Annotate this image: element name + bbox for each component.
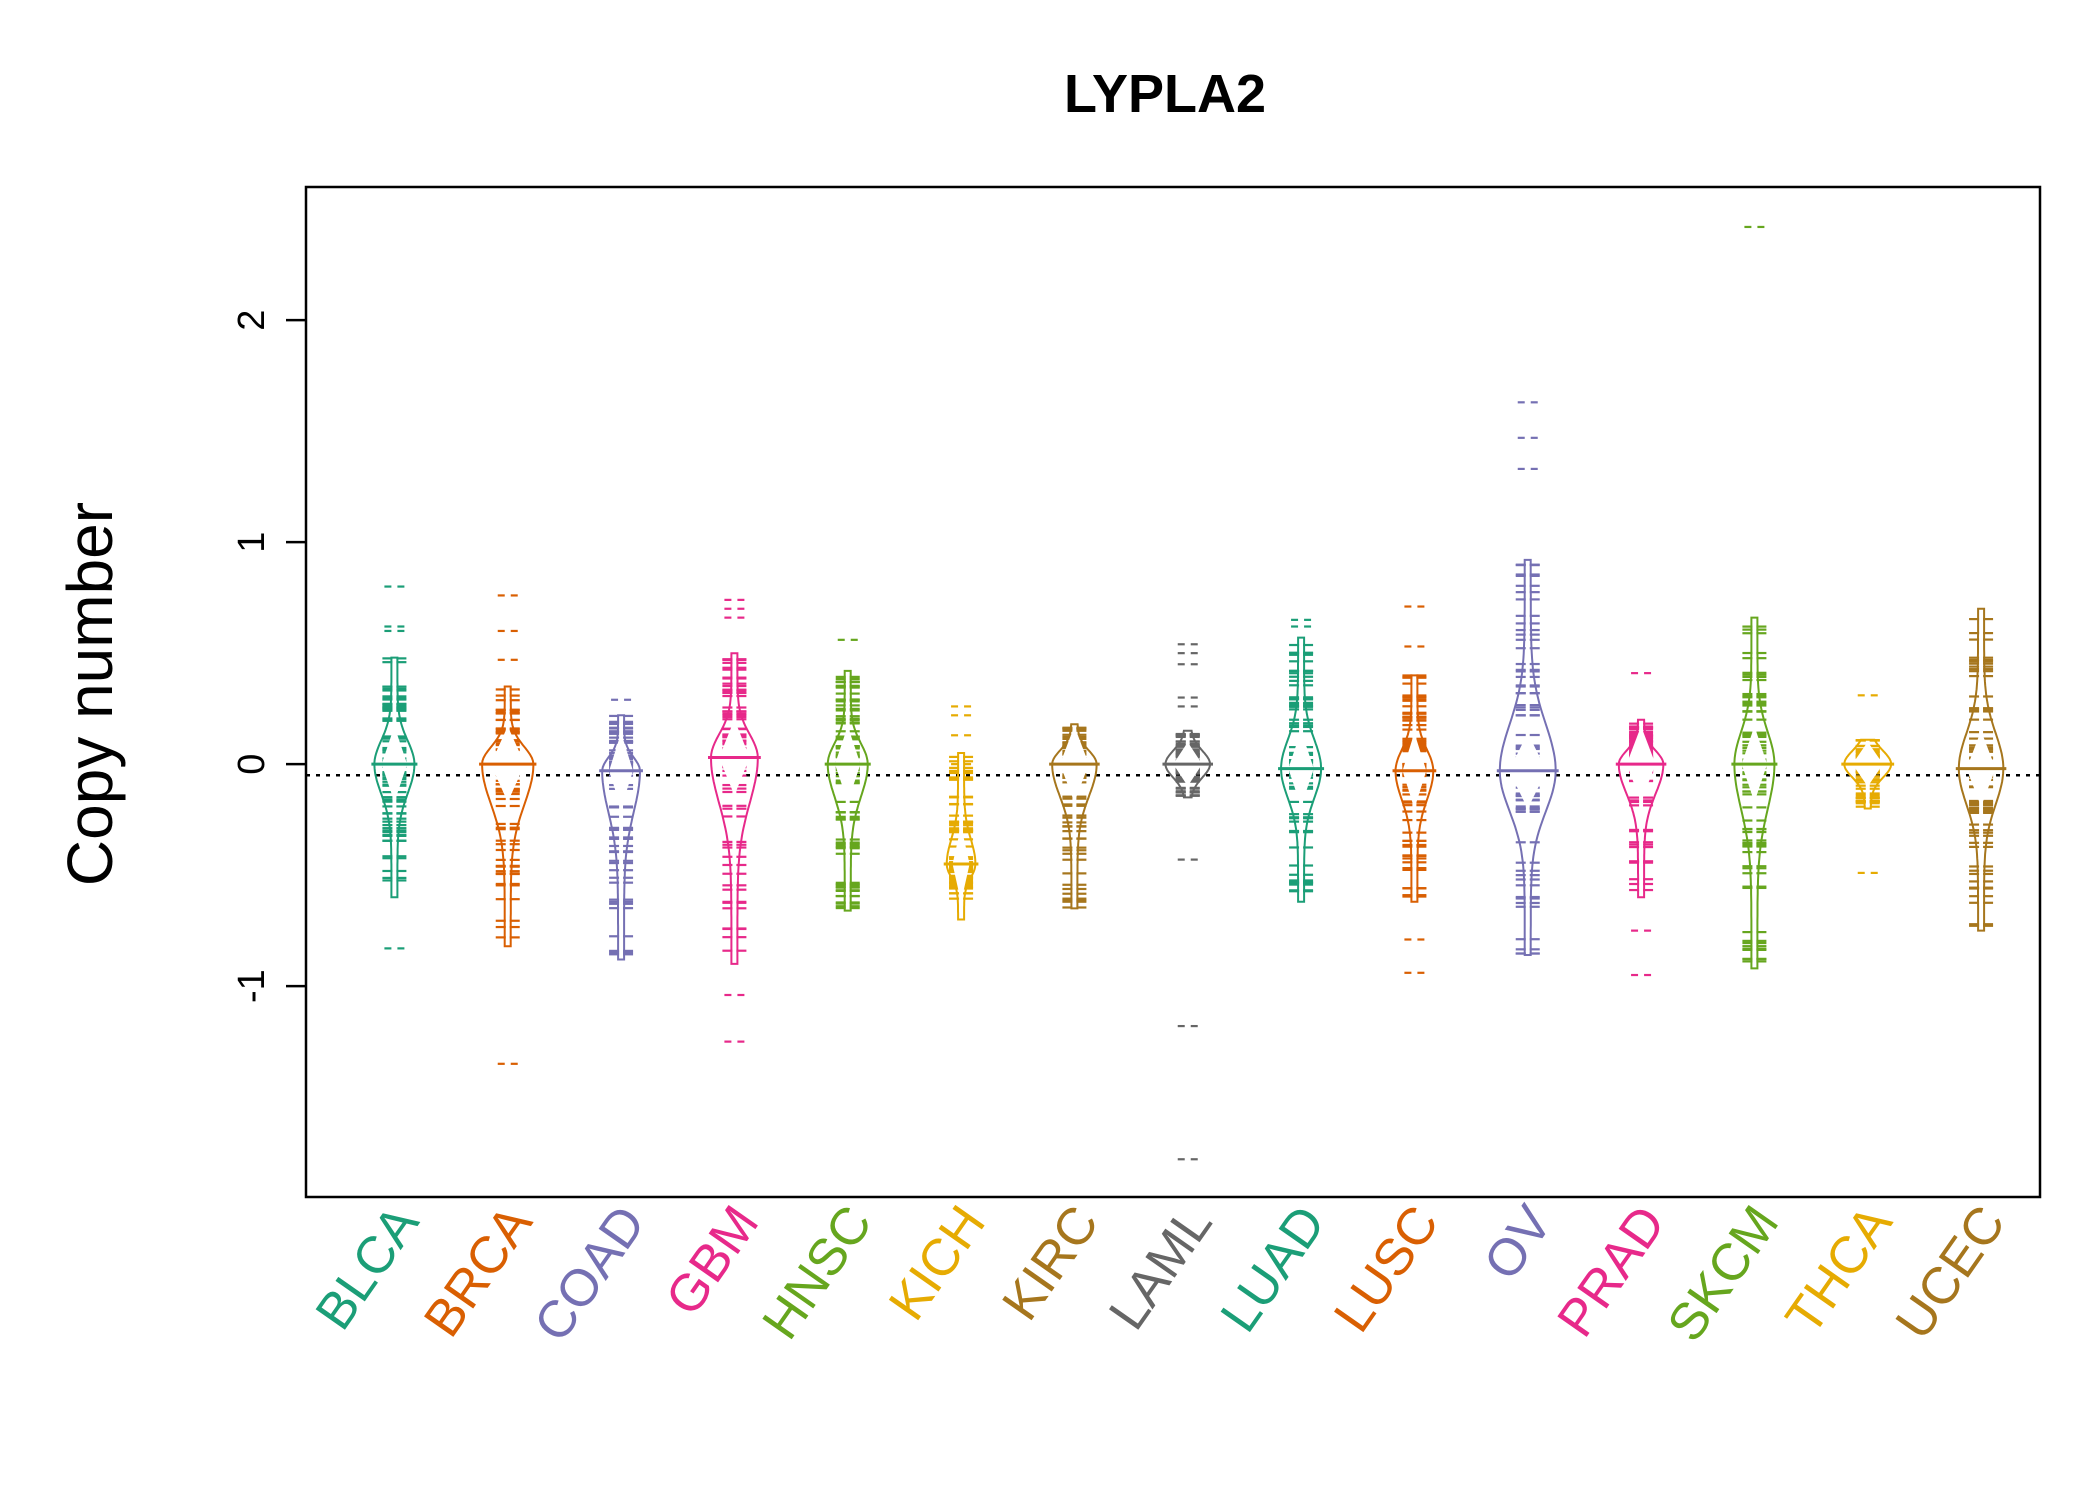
bean-blca [371, 585, 418, 950]
bean-ucec [1955, 607, 2007, 932]
bean-outline [481, 685, 535, 948]
bean-kich [943, 705, 979, 921]
y-tick-label: 2 [231, 310, 273, 331]
bean-coad [599, 698, 643, 961]
bean-outline [1394, 674, 1435, 903]
plot-layer: -1 0 1 2 BLCABRCACOADGBMHNSCKICHKIRCLAMLLUAD… [231, 225, 2040, 1352]
x-tick-label-ucec: UCEC [1885, 1196, 2017, 1350]
y-tick-label: -1 [231, 969, 273, 1003]
bean-thca [1841, 694, 1895, 875]
x-tick-label-laml: LAML [1098, 1196, 1223, 1341]
x-tick-label-coad: COAD [523, 1196, 657, 1352]
bean-outline [1164, 729, 1211, 799]
bean-prad [1615, 672, 1667, 977]
x-tick-label-thca: THCA [1775, 1195, 1904, 1344]
bean-outline [1733, 616, 1776, 970]
bean-luad [1278, 618, 1325, 903]
plot-frame [304, 185, 2042, 1199]
bean-skcm [1731, 225, 1778, 970]
x-tick-label-hnsc: HNSC [752, 1196, 884, 1350]
chart-title: LYPLA2 [1064, 64, 1266, 124]
x-tick-label-skcm: SKCM [1657, 1196, 1791, 1352]
y-tick-label: 1 [231, 532, 273, 553]
bean-brca [479, 594, 537, 1065]
bean-hnsc [824, 638, 871, 912]
bean-kirc [1049, 723, 1100, 910]
bean-lusc [1392, 605, 1437, 974]
x-tick-label-kirc: KIRC [991, 1196, 1110, 1331]
y-axis-label: Copy number [54, 502, 126, 886]
x-tick-label-blca: BLCA [305, 1195, 431, 1340]
bean-outline [1617, 718, 1665, 899]
y-tick-label: 0 [231, 754, 273, 775]
bean-outline [945, 752, 977, 921]
bean-outline [1957, 607, 2005, 932]
x-tick-label-gbm: GBM [655, 1196, 770, 1326]
x-tick-label-lusc: LUSC [1323, 1196, 1450, 1343]
x-tick-label-luad: LUAD [1210, 1196, 1337, 1343]
bean-outline [709, 652, 759, 965]
x-tick-label-kich: KICH [878, 1196, 997, 1331]
x-tick-label-brca: BRCA [413, 1195, 544, 1347]
bean-outline [601, 714, 641, 961]
bean-ov [1496, 401, 1559, 956]
bean-outline [826, 669, 869, 912]
x-tick-label-prad: PRAD [1547, 1196, 1677, 1348]
bean-laml [1162, 643, 1213, 1161]
x-tick-label-ov: OV [1473, 1195, 1564, 1290]
bean-gbm [708, 598, 761, 1043]
